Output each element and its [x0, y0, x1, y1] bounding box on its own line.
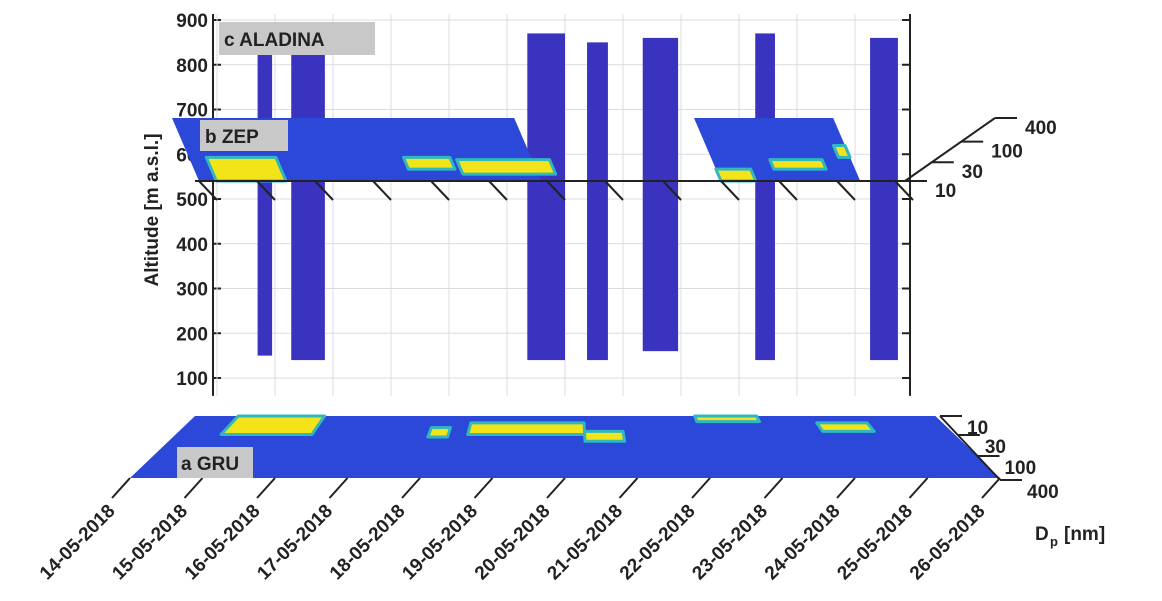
dp-tick-label: 10	[935, 181, 956, 202]
aladina-layer	[257, 33, 898, 361]
x-tick-label: 26-05-2018	[906, 501, 990, 585]
x-tick-label: 25-05-2018	[833, 501, 917, 585]
x-tick	[183, 477, 204, 499]
x-tick	[198, 180, 218, 201]
flight-profile	[755, 33, 775, 361]
x-tick	[111, 477, 131, 499]
y-tick-label: 800	[176, 56, 208, 77]
x-tick-label: 16-05-2018	[181, 501, 265, 585]
x-tick-label: 17-05-2018	[253, 501, 337, 585]
x-tick	[836, 477, 856, 499]
event-patch	[401, 155, 457, 171]
x-tick	[256, 180, 276, 201]
event-patch	[831, 143, 852, 159]
event-patch	[426, 426, 452, 439]
x-tick	[430, 180, 450, 201]
x-tick-label: 20-05-2018	[471, 501, 555, 585]
x-tick	[401, 477, 421, 499]
x-tick-label: 18-05-2018	[326, 501, 410, 585]
x-tick	[256, 477, 276, 499]
y-tick-label: 900	[176, 11, 208, 32]
y-tick-label: 700	[176, 101, 208, 122]
y-axis-label: Altitude [m a.s.l.]	[142, 133, 163, 286]
x-tick	[763, 477, 784, 499]
x-tick-label: 22-05-2018	[616, 501, 700, 585]
flight-profile	[291, 51, 325, 361]
x-tick-label: 23-05-2018	[688, 501, 772, 585]
x-tick	[981, 477, 1001, 499]
x-tick-label: 21-05-2018	[543, 501, 627, 585]
label-box	[177, 447, 253, 478]
x-tick-label: 15-05-2018	[108, 501, 192, 585]
dp-tick-label: 100	[1004, 458, 1036, 479]
panel-label: b ZEP	[205, 127, 259, 148]
y-tick-label: 100	[176, 369, 208, 390]
dp-tick-label: 400	[1025, 118, 1057, 139]
flight-profile	[587, 42, 608, 361]
dp-tick-label: 30	[962, 162, 983, 183]
dp-label-base: D	[1035, 524, 1049, 545]
x-tick-label: 14-05-2018	[36, 501, 120, 585]
x-tick	[604, 180, 624, 201]
panel-label: a GRU	[181, 454, 239, 475]
y-tick-label: 400	[176, 235, 208, 256]
x-tick	[691, 477, 711, 499]
event-patch	[455, 158, 558, 176]
dp-axis-line	[939, 415, 1001, 481]
dp-axis-line	[904, 117, 996, 182]
event-patch	[204, 155, 288, 183]
flight-profile	[642, 37, 679, 352]
x-tick	[662, 180, 682, 201]
x-tick	[546, 477, 566, 499]
x-tick	[314, 180, 334, 201]
label-layer: c ALADINA b ZEP a GRU Altitude [m a.s.l.…	[142, 22, 1105, 549]
flight-profile	[257, 51, 273, 356]
event-patch	[714, 167, 758, 183]
x-tick	[488, 180, 508, 201]
event-patch	[582, 429, 627, 443]
dp-tick-label: 100	[991, 142, 1023, 163]
dp-tick-label: 400	[1027, 482, 1059, 503]
panel-label: c ALADINA	[224, 30, 325, 51]
event-patch	[693, 414, 762, 424]
flight-profile	[870, 37, 898, 361]
event-patch	[815, 421, 876, 433]
label-box	[219, 22, 375, 55]
surface-coverage	[130, 416, 1000, 478]
y-tick-label: 200	[176, 324, 208, 345]
dp-label-sub: p	[1050, 534, 1058, 549]
x-tick	[328, 477, 349, 499]
x-tick	[618, 477, 639, 499]
y-tick-label: 500	[176, 190, 208, 211]
dp-tick-label: 30	[985, 437, 1006, 458]
flight-profile	[527, 33, 565, 361]
x-tick	[473, 477, 494, 499]
dp-label-unit: [nm]	[1064, 524, 1105, 545]
event-patch	[466, 421, 587, 436]
x-tick	[894, 180, 914, 201]
event-patch	[768, 158, 828, 171]
label-box	[200, 120, 288, 151]
event-patch	[219, 414, 327, 436]
x-tick	[720, 180, 740, 201]
x-tick	[908, 477, 929, 499]
y-tick-label: 300	[176, 280, 208, 301]
x-tick	[836, 180, 856, 201]
x-tick	[546, 180, 566, 201]
x-tick	[372, 180, 392, 201]
x-tick-label: 24-05-2018	[761, 501, 845, 585]
dp-tick-label: 10	[967, 418, 988, 439]
x-tick-label: 19-05-2018	[398, 501, 482, 585]
x-tick	[778, 180, 798, 201]
